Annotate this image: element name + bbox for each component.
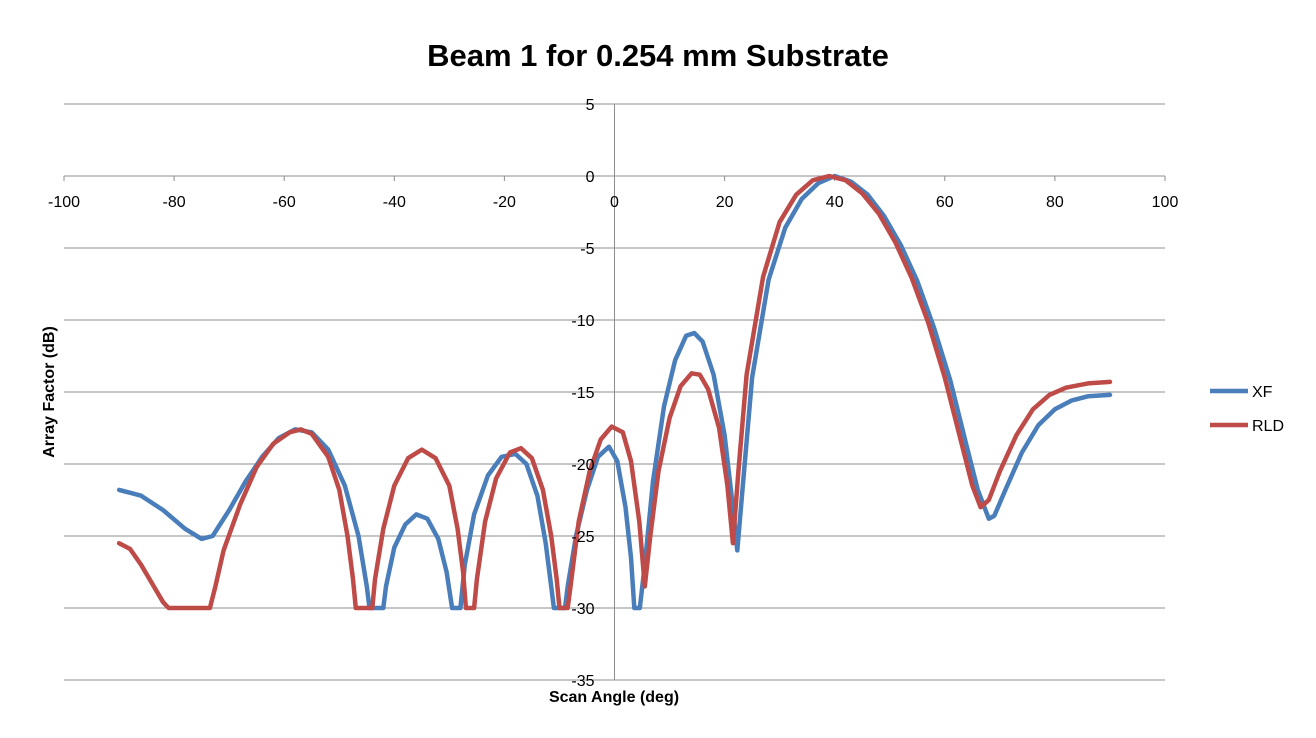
- series-line-xf: [116, 173, 1113, 611]
- y-tick-label: -35: [571, 673, 594, 690]
- x-axis-title: Scan Angle (deg): [549, 689, 679, 706]
- y-tick-label: -20: [571, 457, 594, 474]
- tick-labels: -100 -80 -60 -40 -20 0 20 40 60 80 100 5 0 -5 -10 -15 -2…: [48, 97, 1178, 690]
- y-tick-label: 0: [586, 169, 595, 186]
- x-tick-label: -60: [273, 194, 296, 211]
- y-axis-title: Array Factor (dB): [41, 326, 58, 458]
- y-tick-label: -10: [571, 313, 594, 330]
- y-tick-label: -30: [571, 601, 594, 618]
- series-line-rld: [116, 173, 1113, 611]
- x-tick-label: -40: [383, 194, 406, 211]
- x-tick-label: -80: [163, 194, 186, 211]
- x-tick-label: 100: [1152, 194, 1179, 211]
- legend: XF RLD: [1210, 384, 1284, 435]
- chart-title: Beam 1 for 0.254 mm Substrate: [427, 38, 889, 73]
- y-tick-label: -15: [571, 385, 594, 402]
- x-tick-label: 20: [716, 194, 734, 211]
- x-tick-label: 0: [610, 194, 619, 211]
- y-tick-label: -25: [571, 529, 594, 546]
- legend-label-xf: XF: [1252, 384, 1273, 401]
- x-tick-label: 60: [936, 194, 954, 211]
- axes: [63, 103, 1166, 681]
- x-tick-label: 40: [826, 194, 844, 211]
- x-tick-label: 80: [1046, 194, 1064, 211]
- x-tick-label: -20: [493, 194, 516, 211]
- x-tick-label: -100: [48, 194, 80, 211]
- y-tick-label: -5: [580, 241, 594, 258]
- legend-label-rld: RLD: [1252, 418, 1284, 435]
- series-lines: [116, 173, 1113, 611]
- y-tick-label: 5: [586, 97, 595, 114]
